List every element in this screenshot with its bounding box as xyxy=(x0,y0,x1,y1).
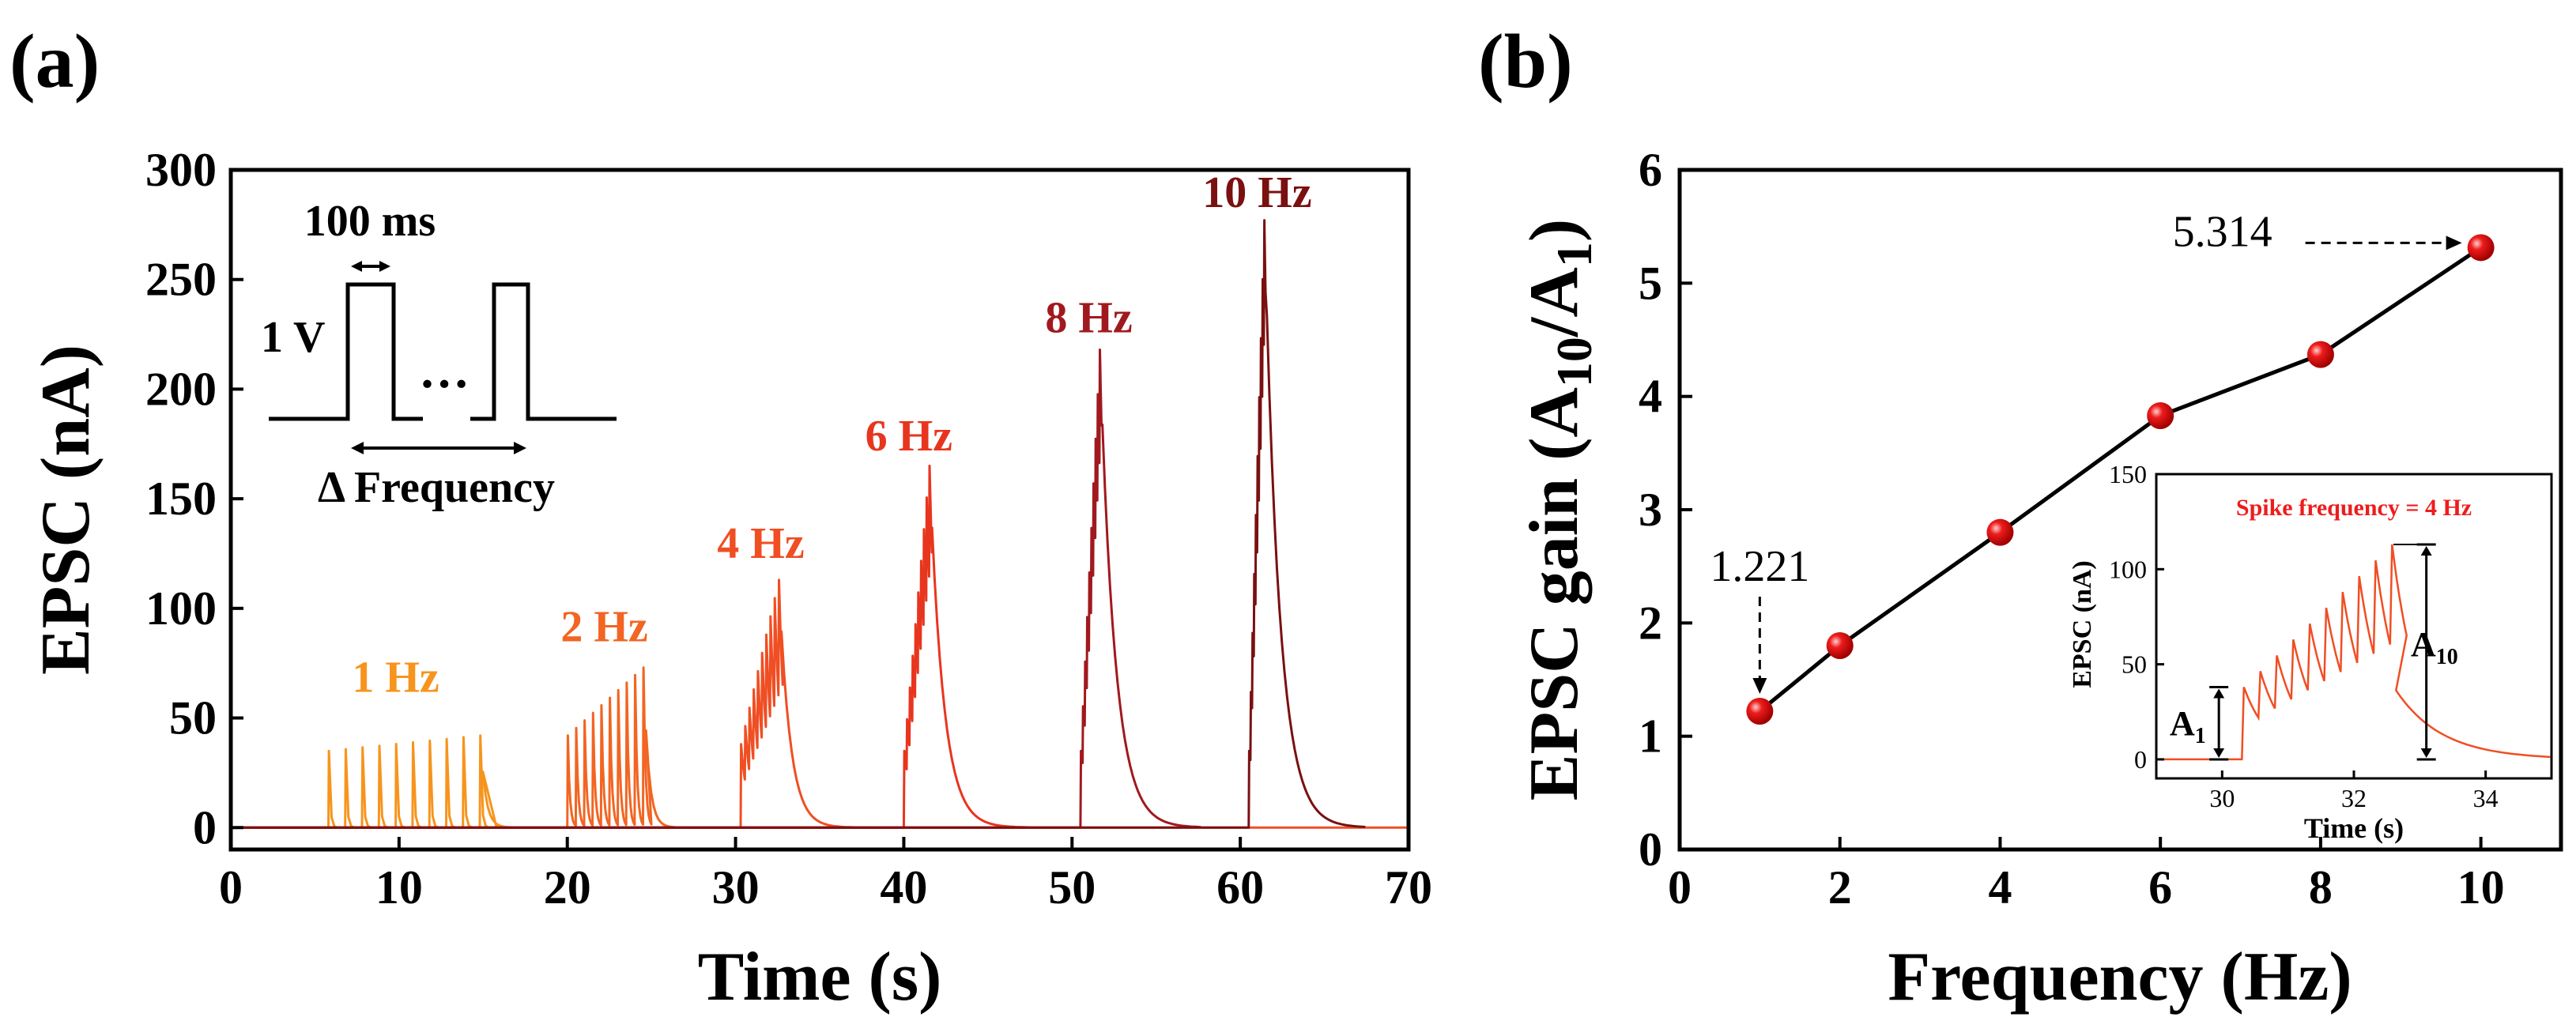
inset-x-axis-title: Time (s) xyxy=(2304,812,2404,844)
pulse-width-label: 100 ms xyxy=(304,197,436,246)
a1-bracket-arrow-down xyxy=(2213,748,2225,758)
inset-y-tick-label: 150 xyxy=(2109,460,2147,488)
y-tick-label-a: 200 xyxy=(145,363,217,415)
trace-1hz xyxy=(231,734,582,829)
y-tick-label-a: 0 xyxy=(193,801,217,853)
annotation-last-arrowhead xyxy=(2446,235,2462,251)
y-tick-label-b: 6 xyxy=(1639,144,1662,196)
freq-label-4hz: 4 Hz xyxy=(717,519,804,568)
x-tick-label-a: 30 xyxy=(712,861,760,914)
annotation-first-arrowhead xyxy=(1752,677,1767,694)
annotation-last: 5.314 xyxy=(2173,207,2272,256)
y-tick-label-b: 5 xyxy=(1639,257,1662,309)
x-tick-label-a: 0 xyxy=(219,861,243,914)
x-tick-label-b: 8 xyxy=(2309,861,2333,914)
x-tick-label-b: 6 xyxy=(2148,861,2172,914)
a10-bracket-arrow-down xyxy=(2420,748,2432,758)
inset-axes: 30 32 34 0 50 100 150 xyxy=(2109,460,2499,812)
x-tick-label-b: 10 xyxy=(2457,861,2505,914)
y-axis-title-b: EPSC gain (A10/A1) xyxy=(1516,219,1602,801)
a10-label: A10 xyxy=(2411,625,2458,669)
gain-line xyxy=(1758,246,2483,713)
gain-point xyxy=(2306,341,2334,368)
pulse-waveform-second xyxy=(470,282,617,421)
y-axis-title-a: EPSC (nA) xyxy=(28,345,104,675)
panel-b-label: (b) xyxy=(1478,19,1573,104)
inset-x-tick-label: 30 xyxy=(2209,784,2235,812)
inset-x-tick-label: 32 xyxy=(2341,784,2367,812)
trace-8hz xyxy=(231,348,1201,829)
y-tick-label-a: 150 xyxy=(145,473,217,525)
interval-arrowhead-left xyxy=(351,442,364,454)
y-tick-label-b: 3 xyxy=(1639,484,1662,536)
gain-point xyxy=(1826,632,1854,659)
x-tick-label-a: 70 xyxy=(1385,861,1432,914)
freq-label-2hz: 2 Hz xyxy=(560,602,647,651)
frequency-labels: 1 Hz 2 Hz 4 Hz 6 Hz 8 Hz 10 Hz xyxy=(352,168,1311,702)
a1-label: A1 xyxy=(2170,704,2206,748)
pulse-amplitude-label: 1 V xyxy=(261,313,325,362)
a1-bracket-arrow-up xyxy=(2213,688,2225,699)
freq-label-1hz: 1 Hz xyxy=(352,653,439,702)
gain-annotations: 1.221 5.314 xyxy=(1710,207,2462,694)
x-tick-label-a: 50 xyxy=(1048,861,1096,914)
inset-spike-trace xyxy=(2156,544,2551,761)
panel-a-label: (a) xyxy=(9,19,100,104)
inset-trace xyxy=(2156,544,2551,761)
trace-6hz xyxy=(231,465,1031,829)
pulse-waveform xyxy=(269,282,423,421)
x-tick-label-b: 4 xyxy=(1988,861,2012,914)
annotation-first: 1.221 xyxy=(1710,542,1809,591)
x-tick-label-a: 10 xyxy=(375,861,423,914)
x-tick-label-a: 60 xyxy=(1216,861,1264,914)
x-tick-label-b: 2 xyxy=(1828,861,1852,914)
inset-y-tick-label: 50 xyxy=(2122,650,2147,679)
gain-point xyxy=(2147,402,2174,430)
y-tick-label-a: 250 xyxy=(145,254,217,306)
axes-a: 0 10 20 30 40 50 60 70 0 50 100 150 200 250 300 xyxy=(145,144,1432,914)
freq-label-8hz: 8 Hz xyxy=(1045,293,1132,342)
gain-series xyxy=(1746,234,2495,725)
pulse-schematic: … 100 ms 1 V Δ Frequency xyxy=(261,197,617,512)
inset-x-tick-label: 34 xyxy=(2473,784,2499,812)
inset-y-tick-label: 100 xyxy=(2109,555,2147,583)
trace-4hz xyxy=(231,578,881,829)
a10-bracket-arrow-up xyxy=(2420,546,2432,556)
panel-a: 1 Hz 2 Hz 4 Hz 6 Hz 8 Hz 10 Hz 0 10 20 30 40 50 60 7… xyxy=(28,144,1432,1015)
inset-y-tick-label: 0 xyxy=(2134,745,2147,774)
inset-chart: 30 32 34 0 50 100 150 Spike frequency = 4 Hz T… xyxy=(2068,460,2553,844)
inset-amplitude-marks xyxy=(2209,543,2436,761)
epsc-traces xyxy=(231,219,1409,829)
gain-point xyxy=(1986,518,2014,546)
x-tick-label-a: 20 xyxy=(544,861,591,914)
interval-arrowhead-right xyxy=(514,442,526,454)
freq-label-6hz: 6 Hz xyxy=(866,412,952,461)
freq-label-10hz: 10 Hz xyxy=(1202,168,1311,217)
pulse-ellipsis: … xyxy=(419,342,470,398)
y-tick-label-a: 100 xyxy=(145,582,217,635)
x-axis-title-a: Time (s) xyxy=(698,939,942,1015)
inset-frame xyxy=(2155,473,2553,780)
x-tick-label-b: 0 xyxy=(1668,861,1692,914)
y-tick-label-b: 1 xyxy=(1639,710,1662,763)
width-arrowhead-right xyxy=(379,261,390,272)
gain-point xyxy=(2467,234,2495,262)
plot-frame-a xyxy=(228,168,1411,852)
y-tick-label-b: 4 xyxy=(1639,371,1662,423)
interval-label: Δ Frequency xyxy=(318,463,555,512)
y-tick-label-b: 0 xyxy=(1639,823,1662,876)
inset-title: Spike frequency = 4 Hz xyxy=(2236,495,2472,521)
inset-y-axis-title: EPSC (nA) xyxy=(2068,560,2097,688)
width-arrowhead-left xyxy=(351,261,362,272)
trace-10hz xyxy=(231,219,1366,829)
x-axis-title-b: Frequency (Hz) xyxy=(1888,939,2352,1015)
y-tick-label-a: 50 xyxy=(169,692,217,744)
x-tick-label-a: 40 xyxy=(880,861,927,914)
y-tick-label-a: 300 xyxy=(145,144,217,196)
gain-point xyxy=(1746,697,1774,725)
y-tick-label-b: 2 xyxy=(1639,597,1662,649)
